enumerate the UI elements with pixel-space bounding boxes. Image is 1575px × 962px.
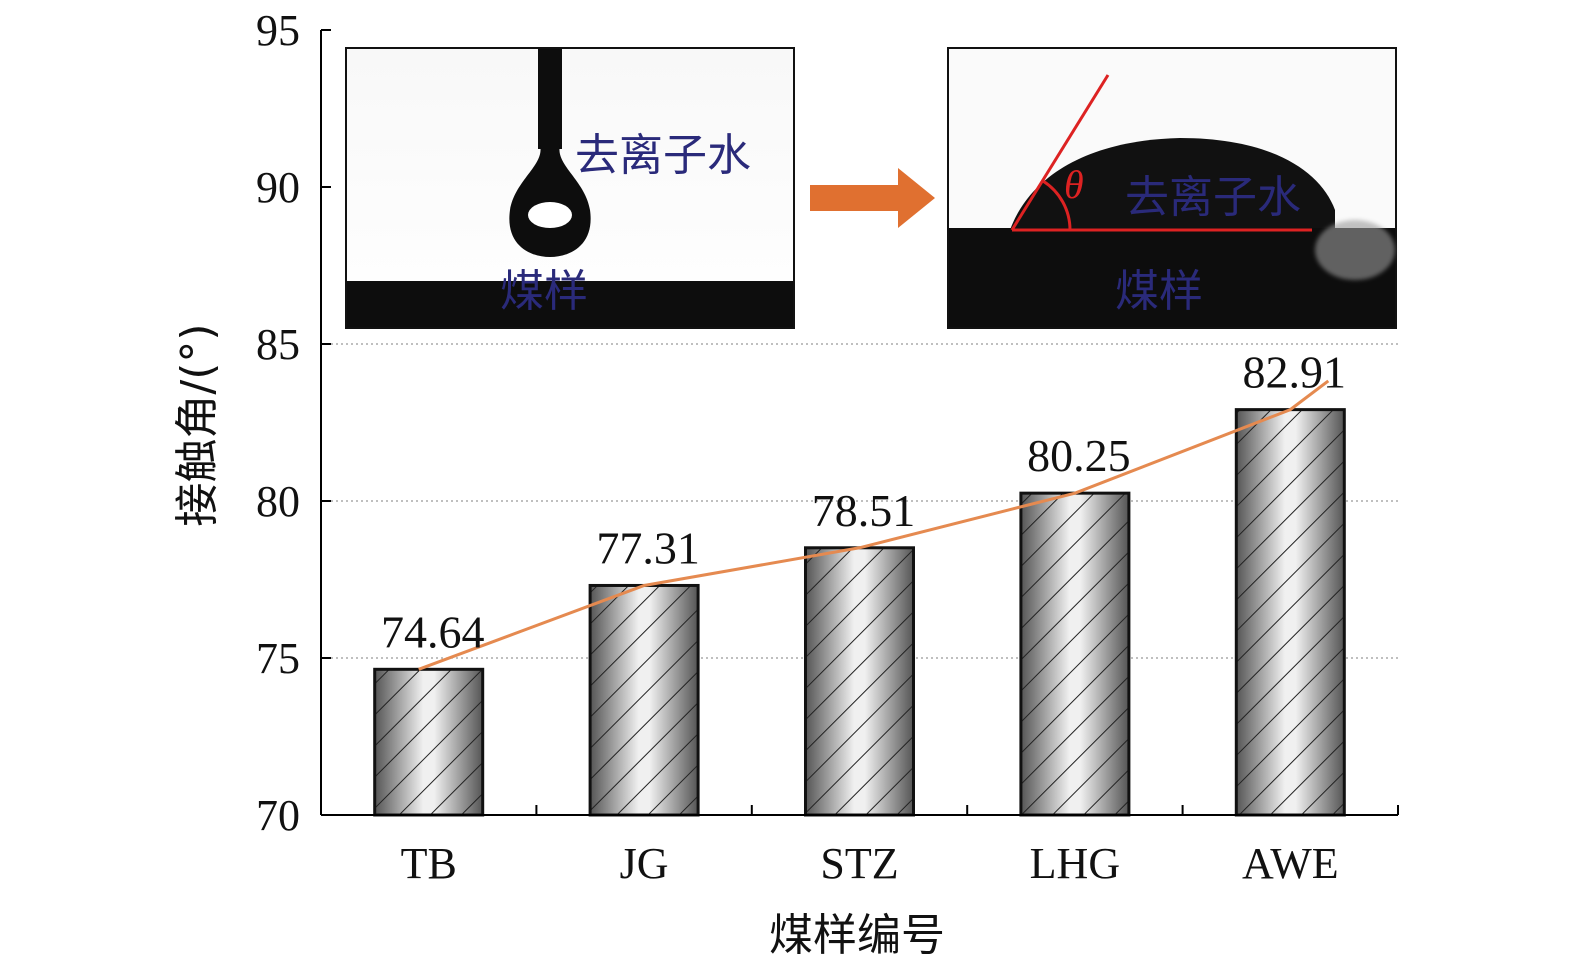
x-tick-label: LHG: [1030, 839, 1120, 888]
data-label: 74.64: [381, 606, 485, 657]
bar: [804, 546, 915, 817]
y-ticks: 70 75 80 85 90 95: [256, 6, 331, 840]
drop-highlight-shape: [528, 202, 572, 228]
needle-shape: [538, 49, 562, 149]
bar-hatch: [804, 546, 915, 817]
bar-hatch: [588, 583, 700, 817]
inset-right-water-label: 去离子水: [1125, 172, 1301, 223]
x-tick-label: TB: [401, 839, 457, 888]
y-tick-label: 90: [256, 163, 300, 212]
data-label: 77.31: [596, 522, 700, 573]
data-label: 80.25: [1027, 430, 1131, 481]
bar: [1019, 491, 1131, 817]
inset-pendant-drop: 去离子水 煤样: [345, 47, 795, 329]
x-tick-label: AWE: [1242, 839, 1339, 888]
trend-polyline: [418, 379, 1330, 671]
data-label: 78.51: [812, 485, 916, 536]
trend-line: [418, 379, 1330, 671]
y-tick-label: 75: [256, 634, 300, 683]
bar: [588, 583, 700, 817]
inset-left-water-label: 去离子水: [575, 130, 751, 181]
inset-sessile-drop: θ 去离子水 煤样: [947, 47, 1397, 329]
tangent-line: [1010, 74, 1110, 231]
axes: [320, 30, 1398, 816]
data-labels: 74.64 77.31 78.51 80.25 82.91: [381, 347, 1346, 658]
bar: [1234, 408, 1346, 817]
inset-left-sample-label: 煤样: [500, 266, 588, 317]
inset-left-substrate: [347, 281, 793, 327]
arrow-icon: [810, 168, 935, 228]
bars: [373, 408, 1346, 817]
inset-right-sample-label: 煤样: [1115, 266, 1203, 317]
x-tick-label: JG: [620, 839, 669, 888]
y-tick-label: 70: [256, 791, 300, 840]
angle-symbol: θ: [1064, 162, 1084, 207]
y-tick-label: 80: [256, 477, 300, 526]
y-tick-label: 95: [256, 6, 300, 55]
drop-shape: [509, 145, 591, 257]
y-axis-label: 接触角/(°): [172, 323, 223, 526]
sessile-drop-shape: [1010, 138, 1335, 230]
x-tick-label: STZ: [820, 839, 898, 888]
angle-arc: [1042, 179, 1072, 231]
x-ticks: TB JG STZ LHG AWE: [401, 805, 1399, 888]
bar-hatch: [373, 667, 485, 817]
data-label: 82.91: [1243, 347, 1347, 398]
x-axis-label: 煤样编号: [769, 910, 945, 961]
y-tick-label: 85: [256, 320, 300, 369]
bar-hatch: [1234, 408, 1346, 817]
bar: [373, 667, 485, 817]
bar-hatch: [1019, 491, 1131, 817]
substrate-blur-shape: [1315, 220, 1395, 280]
